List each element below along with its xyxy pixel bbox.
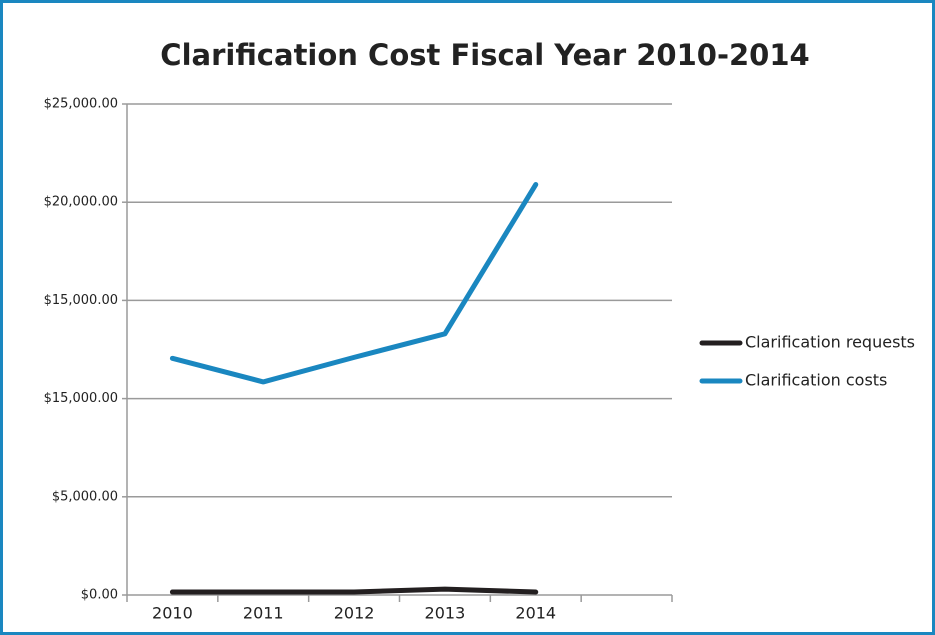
x-tick-label: 2010: [152, 604, 193, 623]
legend-label: Clarification requests: [745, 333, 915, 352]
y-tick-label: $25,000.00: [44, 97, 118, 112]
x-tick-label: 2014: [515, 604, 556, 623]
chart-title: Clarification Cost Fiscal Year 2010-2014: [160, 38, 809, 72]
x-tick-label: 2013: [425, 604, 466, 623]
x-tick-label: 2011: [243, 604, 284, 623]
series-line: [169, 182, 539, 385]
y-tick-label: $15,000.00: [44, 391, 118, 406]
y-tick-label: $15,000.00: [44, 293, 118, 308]
y-tick-label: $20,000.00: [44, 195, 118, 210]
legend-label: Clarification costs: [745, 371, 887, 390]
y-tick-label: $5,000.00: [52, 489, 118, 504]
series-line: [169, 586, 539, 595]
x-tick-label: 2012: [334, 604, 375, 623]
y-tick-label: $0.00: [81, 588, 118, 603]
